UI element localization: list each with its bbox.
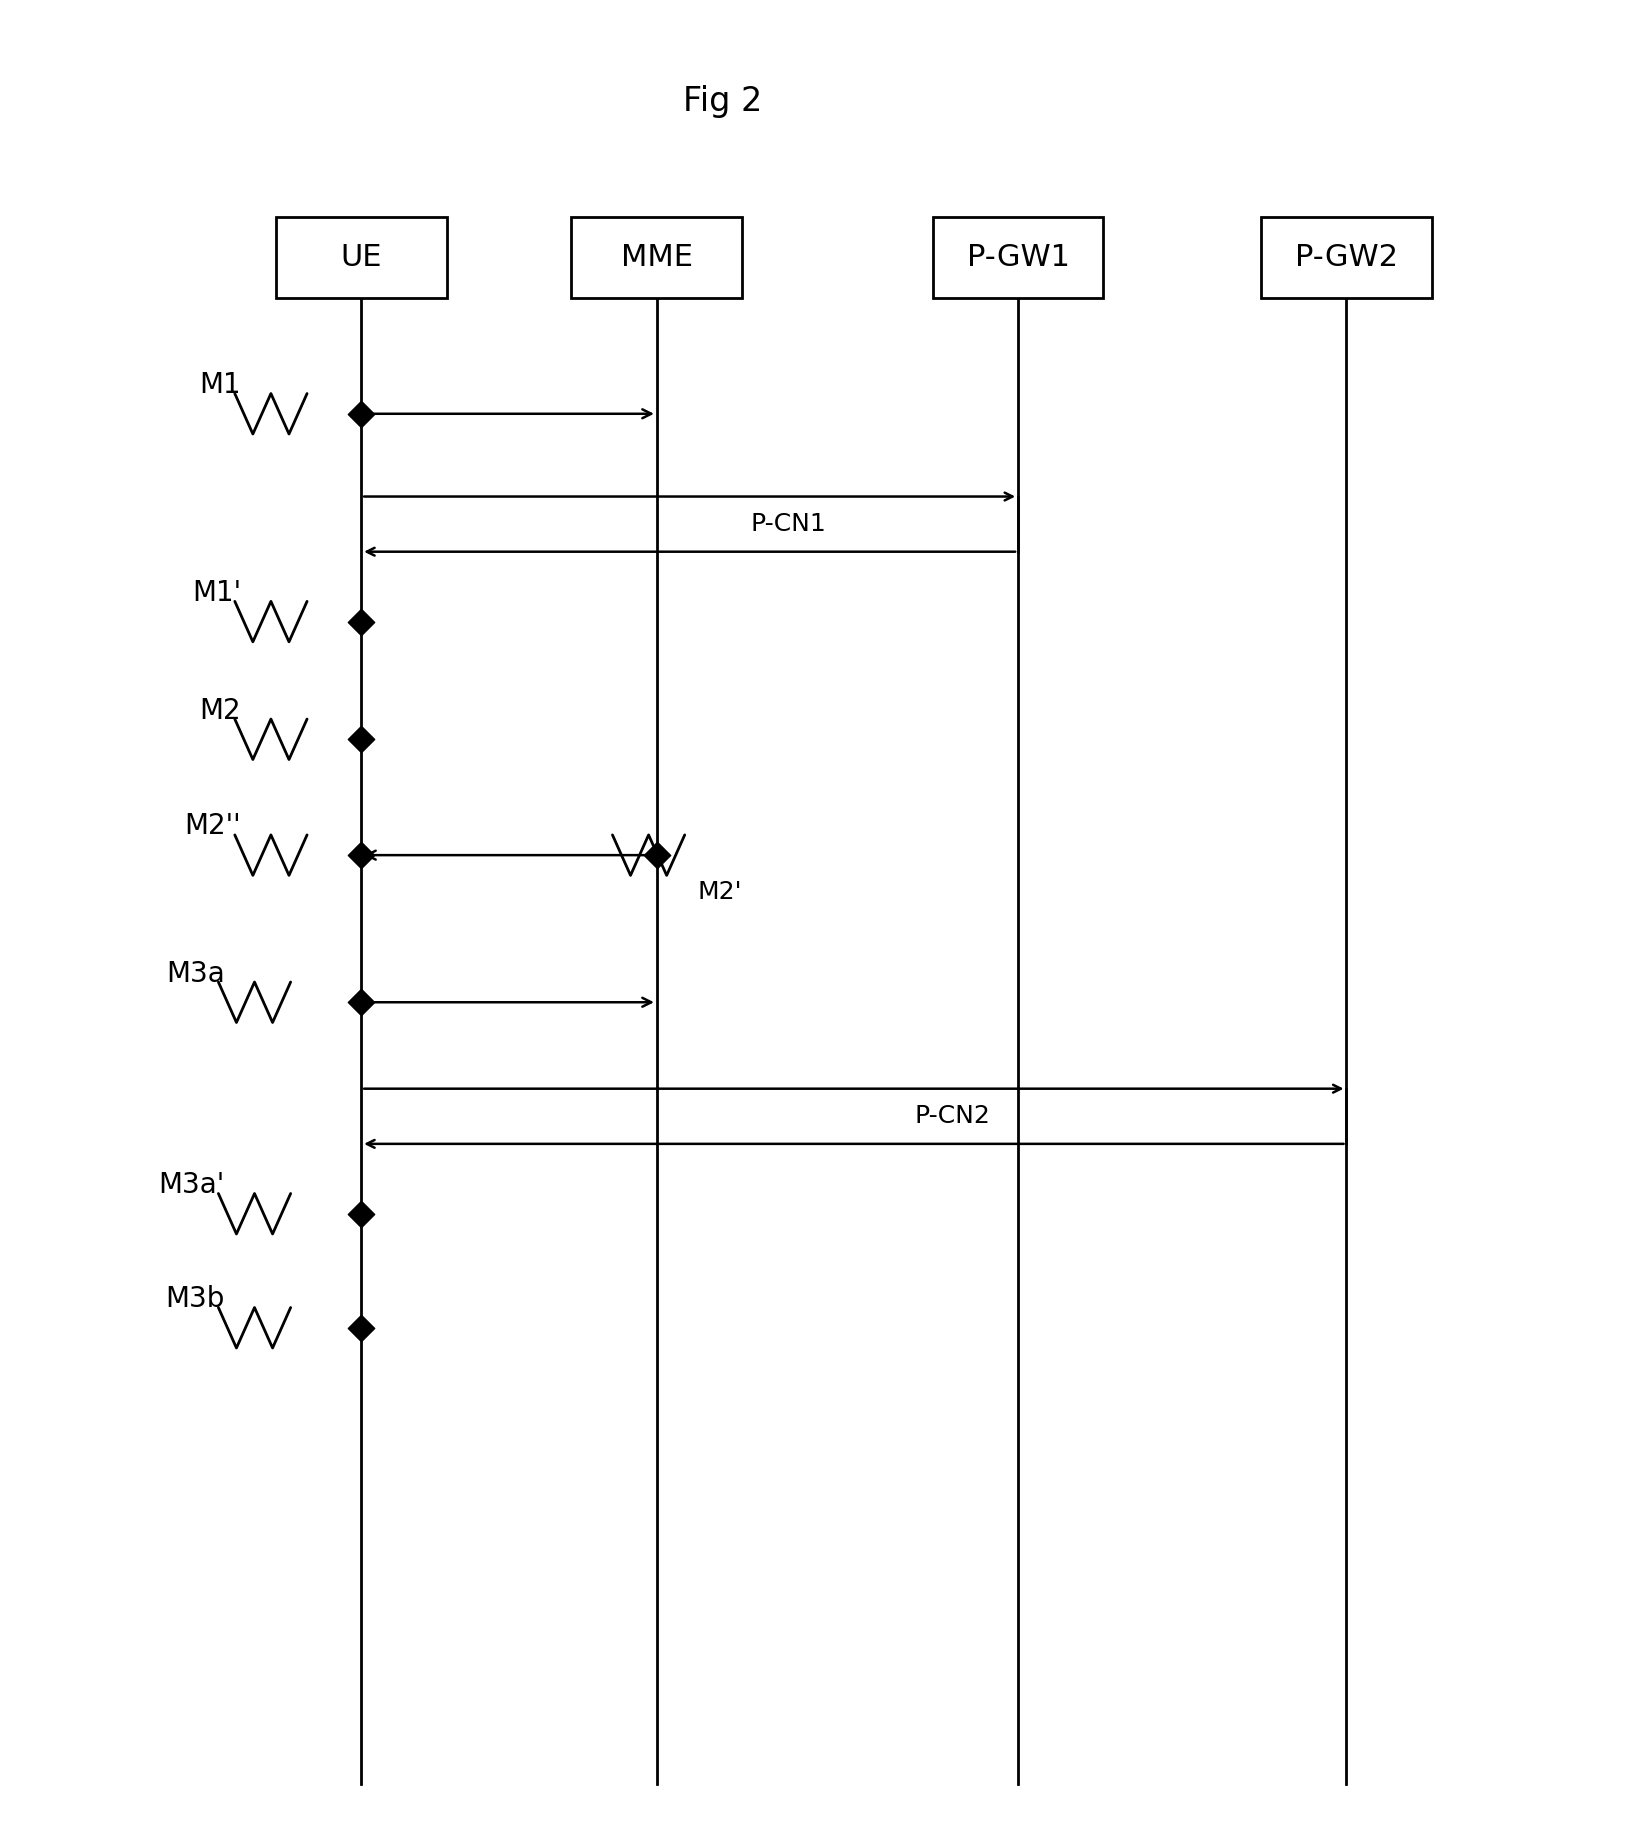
Text: P-GW1: P-GW1 <box>967 243 1069 272</box>
Text: M1': M1' <box>192 579 241 607</box>
Text: M2': M2' <box>698 879 742 905</box>
Text: P-CN1: P-CN1 <box>750 511 826 537</box>
Text: MME: MME <box>621 243 693 272</box>
Point <box>348 1199 374 1228</box>
Text: M2: M2 <box>200 697 241 725</box>
Text: M3b: M3b <box>166 1285 225 1313</box>
Text: Fig 2: Fig 2 <box>683 85 762 118</box>
FancyBboxPatch shape <box>1261 217 1432 298</box>
Text: M3a': M3a' <box>159 1171 225 1199</box>
Text: UE: UE <box>340 243 383 272</box>
Point <box>348 840 374 870</box>
Text: M3a: M3a <box>166 960 225 988</box>
Point <box>348 1313 374 1342</box>
FancyBboxPatch shape <box>571 217 742 298</box>
Point <box>348 399 374 428</box>
Text: P-CN2: P-CN2 <box>915 1103 990 1129</box>
Text: P-GW2: P-GW2 <box>1296 243 1397 272</box>
FancyBboxPatch shape <box>933 217 1103 298</box>
Point <box>644 840 670 870</box>
FancyBboxPatch shape <box>276 217 447 298</box>
Text: M1: M1 <box>200 371 241 399</box>
Point <box>348 988 374 1017</box>
Point <box>348 725 374 754</box>
Point <box>348 607 374 636</box>
Text: M2'': M2'' <box>186 813 241 840</box>
